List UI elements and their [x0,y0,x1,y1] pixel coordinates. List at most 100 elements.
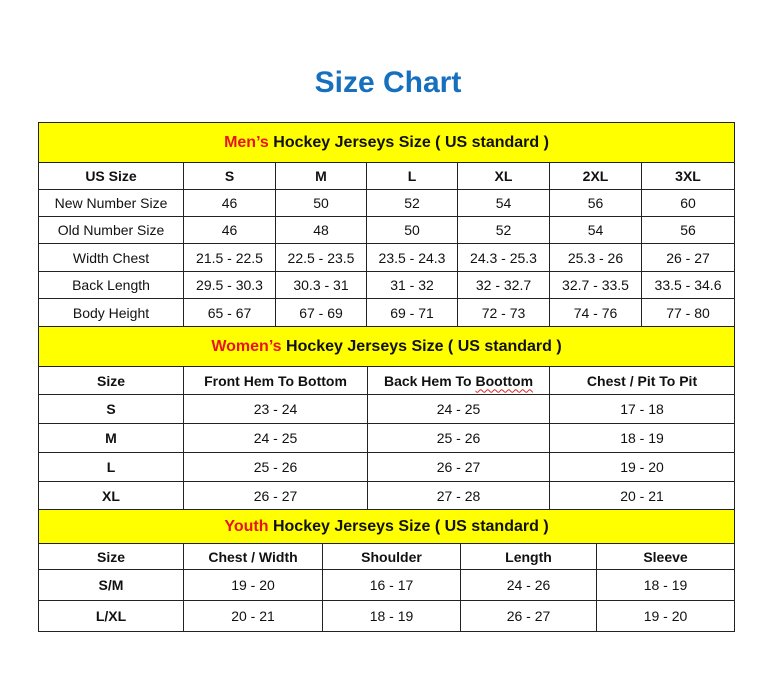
header-cell: Chest / Pit To Pit [548,366,736,395]
value-cell: 46 [183,216,276,244]
value-cell: 46 [183,189,276,217]
youth-section-heading: Youth Hockey Jerseys Size ( US standard … [37,509,736,544]
header-cell: Back Hem To Boottom [367,366,550,395]
value-cell: 26 - 27 [460,600,597,632]
table-row: L 25 - 26 26 - 27 19 - 20 [38,452,736,482]
value-cell: 25 - 26 [367,423,550,453]
womens-section-heading: Women’s Hockey Jerseys Size ( US standar… [37,326,736,367]
value-cell: 32.7 - 33.5 [549,271,642,299]
value-cell: 24.3 - 25.3 [457,243,550,272]
table-row: Width Chest 21.5 - 22.5 22.5 - 23.5 23.5 - … [38,243,736,272]
table-header-row: Size Front Hem To Bottom Back Hem To Boo… [38,366,736,395]
heading-highlight: Women’s [211,337,282,355]
value-cell: 56 [640,216,736,244]
value-cell: 20 - 21 [548,481,736,510]
value-cell: 26 - 27 [367,452,550,482]
header-text: Back Hem To [383,372,476,389]
value-cell: 24 - 25 [183,423,368,453]
value-cell: 54 [549,216,642,244]
row-label-cell: M [38,423,184,453]
value-cell: 52 [366,189,458,217]
youth-size-table: Youth Hockey Jerseys Size ( US standard … [37,509,736,632]
row-label-cell: XL [38,481,184,510]
value-cell: 24 - 26 [460,569,597,601]
row-label-cell: Back Length [38,271,184,299]
value-cell: 24 - 25 [367,394,550,424]
heading-text: Hockey Jerseys Size ( US standard ) [281,337,562,355]
value-cell: 25 - 26 [183,452,368,482]
header-cell: Size [38,543,184,570]
row-label-cell: S [38,394,184,424]
value-cell: 18 - 19 [322,600,461,632]
value-cell: 60 [640,189,736,217]
value-cell: 29.5 - 30.3 [183,271,276,299]
table-row: S/M 19 - 20 16 - 17 24 - 26 18 - 19 [38,569,736,601]
row-label-cell: L [38,452,184,482]
value-cell: 27 - 28 [367,481,550,510]
heading-highlight: Youth [224,517,269,535]
value-cell: 18 - 19 [595,569,736,601]
value-cell: 25.3 - 26 [549,243,642,272]
value-cell: 20 - 21 [183,600,323,632]
heading-text: Hockey Jerseys Size ( US standard ) [268,133,549,151]
value-cell: 19 - 20 [548,452,736,482]
value-cell: 56 [549,189,642,217]
value-cell: 21.5 - 22.5 [183,243,276,272]
header-cell: US Size [38,162,184,190]
header-cell: L [366,162,458,190]
table-row: Back Length 29.5 - 30.3 30.3 - 31 31 - 32 32… [38,271,736,299]
value-cell: 31 - 32 [366,271,458,299]
header-cell: Shoulder [322,543,461,570]
value-cell: 26 - 27 [183,481,368,510]
value-cell: 52 [457,216,550,244]
table-row: L/XL 20 - 21 18 - 19 26 - 27 19 - 20 [38,600,736,632]
value-cell: 77 - 80 [640,298,736,327]
value-cell: 32 - 32.7 [457,271,550,299]
page-title: Size Chart [314,66,462,99]
value-cell: 48 [275,216,367,244]
row-label-cell: L/XL [38,600,184,632]
header-cell: Chest / Width [183,543,323,570]
table-header-row: US Size S M L XL 2XL 3XL [38,162,736,190]
womens-size-table: Women’s Hockey Jerseys Size ( US standar… [37,326,736,510]
value-cell: 50 [275,189,367,217]
mens-size-table: Men’s Hockey Jerseys Size ( US standard … [37,122,736,327]
value-cell: 54 [457,189,550,217]
row-label-cell: Width Chest [38,243,184,272]
value-cell: 16 - 17 [322,569,461,601]
value-cell: 22.5 - 23.5 [275,243,367,272]
value-cell: 65 - 67 [183,298,276,327]
header-cell: 3XL [640,162,736,190]
header-cell: Length [460,543,597,570]
value-cell: 26 - 27 [640,243,736,272]
header-cell: Front Hem To Bottom [183,366,368,395]
heading-highlight: Men’s [224,133,269,151]
header-cell: M [275,162,367,190]
value-cell: 74 - 76 [549,298,642,327]
misspelled-word: Boottom [475,372,534,389]
mens-section-heading: Men’s Hockey Jerseys Size ( US standard … [37,122,736,163]
header-cell: Sleeve [595,543,736,570]
table-header-row: Size Chest / Width Shoulder Length Sleeve [38,543,736,570]
table-row: New Number Size 46 50 52 54 56 60 [38,189,736,217]
table-row: M 24 - 25 25 - 26 18 - 19 [38,423,736,453]
value-cell: 23.5 - 24.3 [366,243,458,272]
header-cell: Size [38,366,184,395]
table-row: S 23 - 24 24 - 25 17 - 18 [38,394,736,424]
value-cell: 19 - 20 [595,600,736,632]
header-cell: XL [457,162,550,190]
value-cell: 72 - 73 [457,298,550,327]
value-cell: 17 - 18 [548,394,736,424]
heading-text: Hockey Jerseys Size ( US standard ) [268,517,549,535]
value-cell: 50 [366,216,458,244]
header-cell: 2XL [549,162,642,190]
row-label-cell: Old Number Size [38,216,184,244]
value-cell: 67 - 69 [275,298,367,327]
row-label-cell: S/M [38,569,184,601]
table-row: Old Number Size 46 48 50 52 54 56 [38,216,736,244]
row-label-cell: New Number Size [38,189,184,217]
value-cell: 33.5 - 34.6 [640,271,736,299]
table-row: Body Height 65 - 67 67 - 69 69 - 71 72 - 73 7… [38,298,736,327]
table-row: XL 26 - 27 27 - 28 20 - 21 [38,481,736,510]
value-cell: 19 - 20 [183,569,323,601]
